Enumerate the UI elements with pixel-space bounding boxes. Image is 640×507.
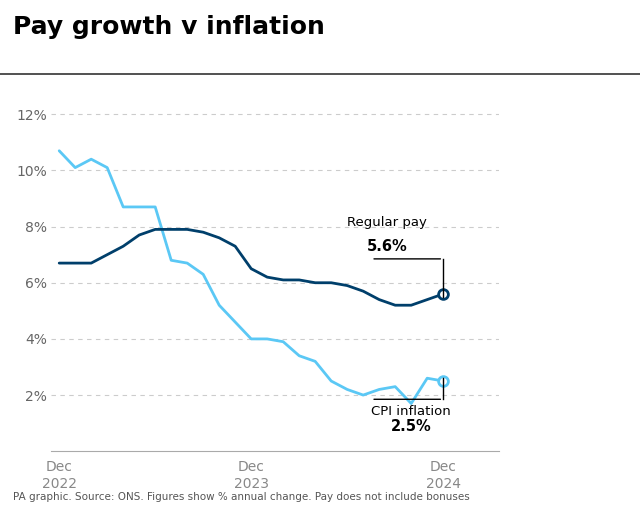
Text: PA graphic. Source: ONS. Figures show % annual change. Pay does not include bonu: PA graphic. Source: ONS. Figures show % … xyxy=(13,492,470,502)
Text: 2.5%: 2.5% xyxy=(391,419,431,434)
Text: Regular pay: Regular pay xyxy=(348,216,427,229)
Text: 5.6%: 5.6% xyxy=(367,239,408,254)
Text: CPI inflation: CPI inflation xyxy=(371,405,451,418)
Text: Pay growth v inflation: Pay growth v inflation xyxy=(13,15,324,39)
